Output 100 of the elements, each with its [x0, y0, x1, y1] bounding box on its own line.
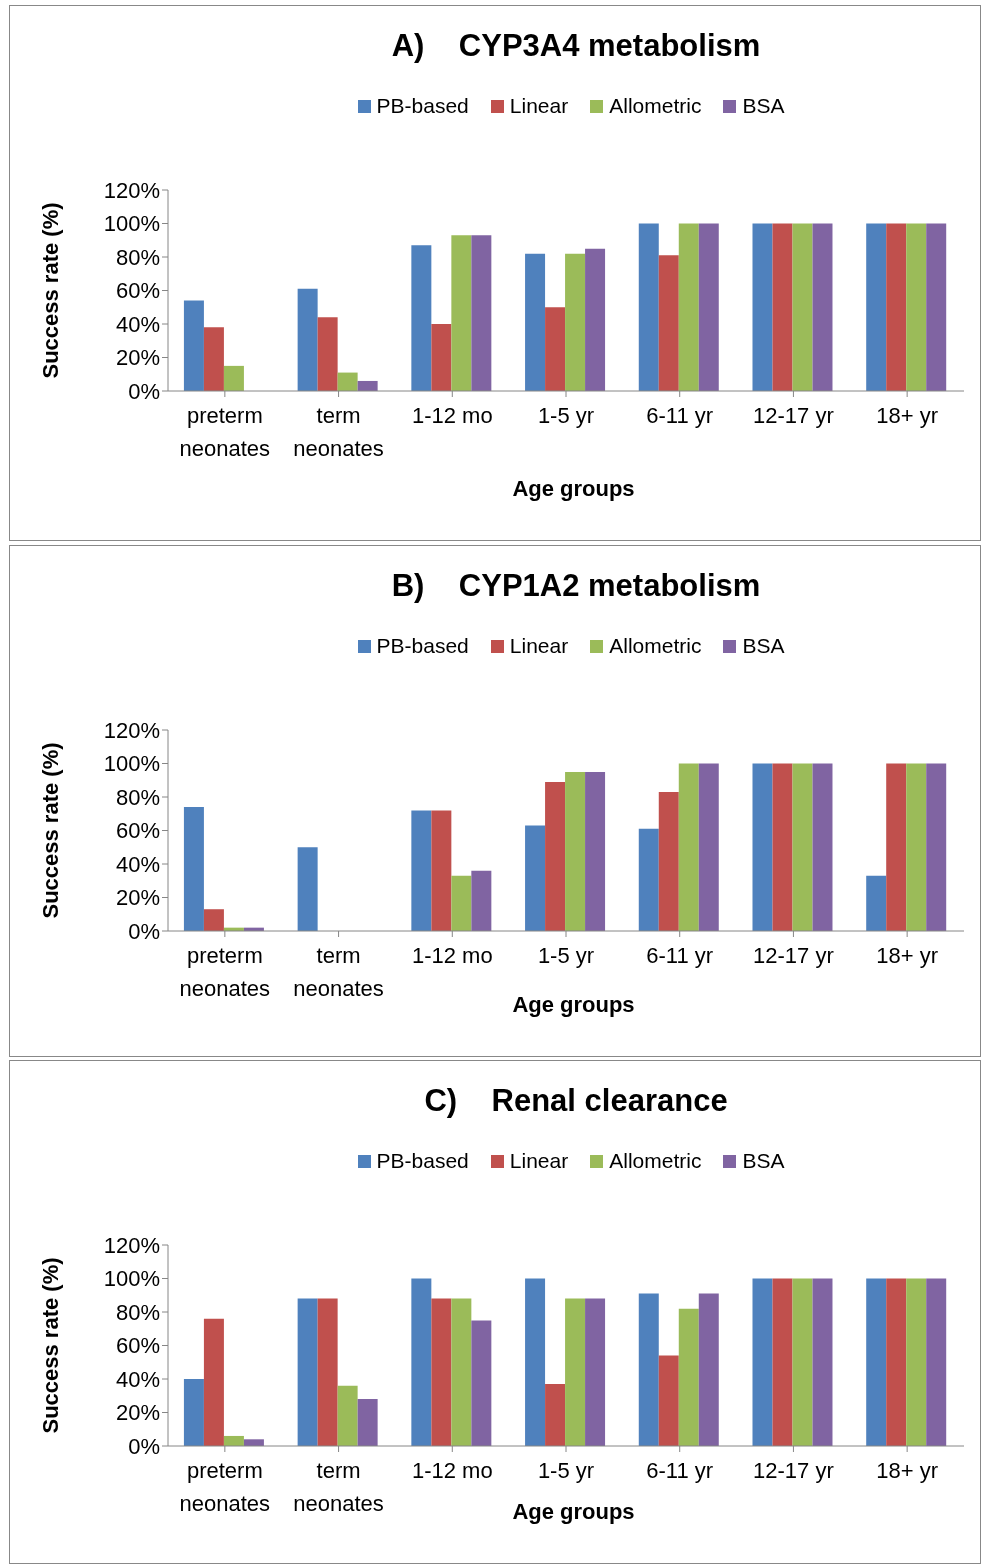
x-tick-label: 12-17 yr [753, 403, 834, 428]
x-tick-label: term neonates [293, 943, 384, 1001]
legend-label: Linear [509, 634, 569, 658]
legend-label: PB-based [376, 1149, 469, 1173]
bar [752, 223, 773, 391]
legend-label: Allometric [609, 94, 702, 118]
bar [565, 1298, 586, 1446]
bar [866, 1278, 887, 1446]
x-axis-title: Age groups [511, 476, 636, 502]
bar [223, 365, 244, 391]
legend-label: Linear [509, 94, 569, 118]
chart-title: B) CYP1A2 metabolism [390, 568, 762, 604]
bar [451, 875, 472, 931]
bar [812, 223, 833, 391]
y-tick-label: 100% [103, 1266, 160, 1292]
bar [812, 763, 833, 931]
bar [545, 307, 566, 391]
bar [906, 763, 927, 931]
x-tick-label: 1-5 yr [537, 1458, 595, 1483]
bar [638, 223, 659, 391]
bar [658, 791, 679, 931]
bar [183, 300, 204, 391]
bar [357, 1399, 378, 1446]
y-tick-label: 40% [115, 851, 160, 877]
x-tick-label: 6-11 yr [646, 943, 714, 968]
bar [792, 763, 813, 931]
bar [906, 223, 927, 391]
y-tick-label: 40% [115, 311, 160, 337]
y-tick-label: 120% [103, 717, 160, 743]
bar [772, 1278, 793, 1446]
y-tick-label: 120% [103, 177, 160, 203]
bar [752, 1278, 773, 1446]
bar [866, 875, 887, 931]
bar [183, 807, 204, 931]
y-tick-label: 80% [115, 784, 160, 810]
x-tick-label: preterm neonates [179, 403, 271, 461]
x-tick-label: 12-17 yr [753, 1458, 834, 1483]
bar [752, 763, 773, 931]
x-tick-label: 12-17 yr [753, 943, 834, 968]
y-tick-label: 0% [128, 378, 160, 404]
bar [658, 1355, 679, 1446]
bar [678, 763, 699, 931]
legend-label: PB-based [376, 634, 469, 658]
y-tick-label: 20% [115, 1400, 160, 1426]
bar [431, 810, 452, 931]
y-tick-label: 120% [103, 1232, 160, 1258]
x-tick-label: 18+ yr [876, 403, 939, 428]
bar [678, 1308, 699, 1446]
bar [906, 1278, 927, 1446]
bar [698, 1293, 719, 1446]
chart-title: A) CYP3A4 metabolism [390, 28, 762, 64]
bar [297, 288, 318, 391]
x-tick-label: 6-11 yr [646, 403, 714, 428]
bar [525, 253, 546, 391]
y-tick-label: 80% [115, 1299, 160, 1325]
y-tick-label: 100% [103, 751, 160, 777]
bar [471, 235, 492, 391]
bar [698, 763, 719, 931]
bar [886, 763, 907, 931]
bar [243, 1439, 264, 1446]
bar [698, 223, 719, 391]
bar [183, 1379, 204, 1446]
bar [471, 870, 492, 931]
x-tick-label: 1-12 mo [411, 1458, 493, 1483]
x-tick-label: 18+ yr [876, 1458, 939, 1483]
x-tick-label: 1-5 yr [537, 403, 595, 428]
y-tick-label: 60% [115, 278, 160, 304]
y-tick-label: 60% [115, 1333, 160, 1359]
bar [772, 223, 793, 391]
y-axis-title: Success rate (%) [37, 202, 63, 379]
bar [772, 763, 793, 931]
y-tick-label: 40% [115, 1366, 160, 1392]
bar [431, 1298, 452, 1446]
bar [545, 781, 566, 931]
x-axis-title: Age groups [512, 1499, 635, 1524]
bar [357, 380, 378, 391]
bar [471, 1320, 492, 1446]
x-tick-label: 1-5 yr [537, 943, 595, 968]
bar [585, 1298, 606, 1446]
legend-label: Allometric [609, 1149, 702, 1173]
bar [337, 1385, 358, 1446]
y-tick-label: 80% [115, 244, 160, 270]
bar [297, 847, 318, 931]
y-tick-label: 0% [128, 918, 160, 944]
bar [565, 771, 586, 931]
bar [223, 1435, 244, 1446]
x-tick-label: 1-12 mo [411, 403, 493, 428]
y-tick-label: 0% [128, 1433, 160, 1459]
bar [431, 324, 452, 391]
bar [411, 810, 432, 931]
x-tick-label: term neonates [293, 403, 384, 461]
chart-title: C) Renal clearance [423, 1083, 729, 1119]
legend-label: BSA [742, 1149, 785, 1173]
bar [926, 223, 947, 391]
bar [411, 245, 432, 391]
y-tick-label: 100% [103, 211, 160, 237]
bar [638, 828, 659, 931]
legend-label: Linear [509, 1149, 569, 1173]
legend-label: Allometric [609, 634, 702, 658]
bar [203, 327, 224, 391]
